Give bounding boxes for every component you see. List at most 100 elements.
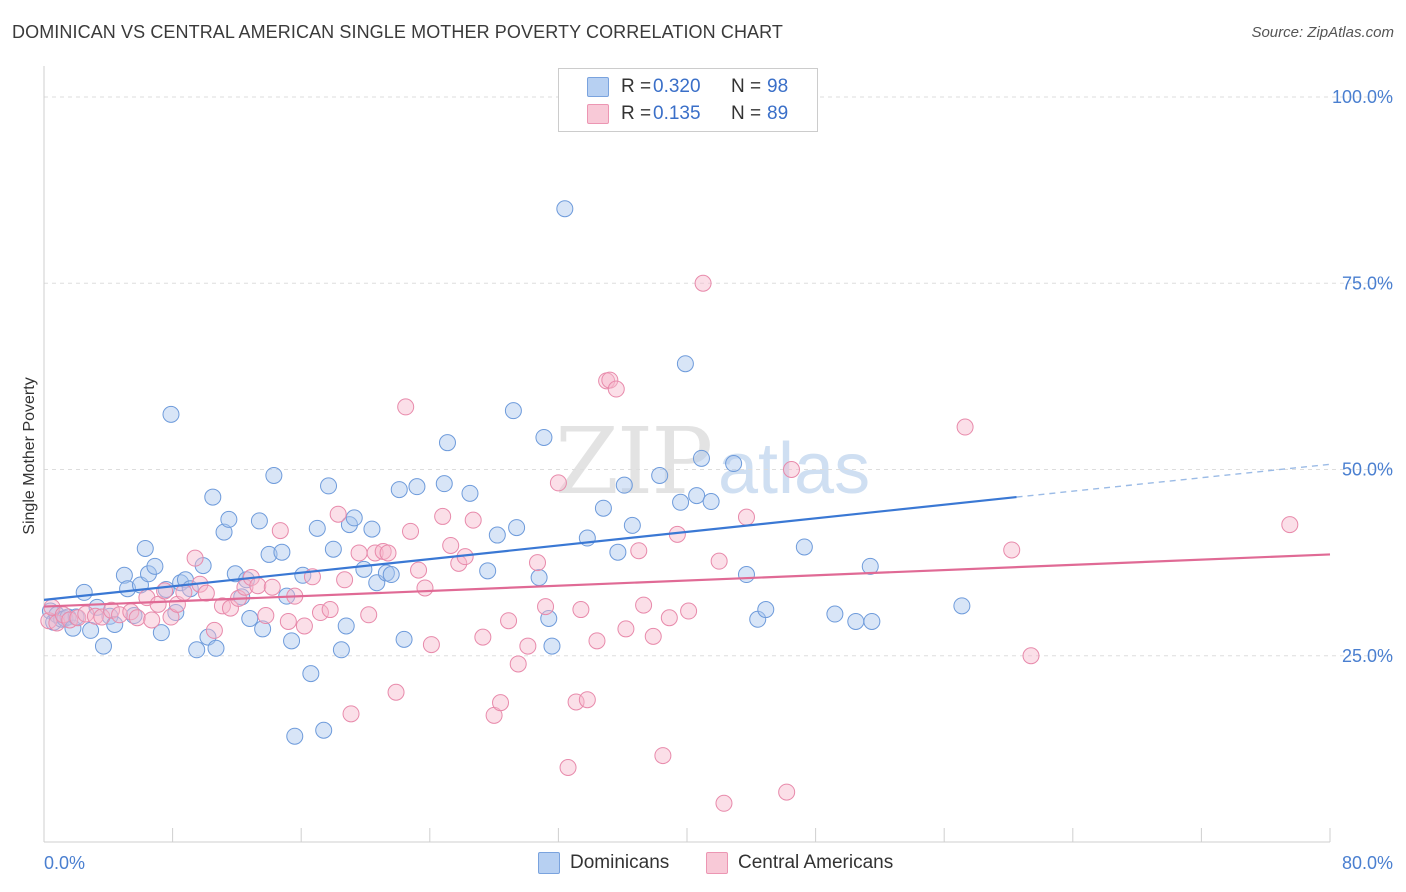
series-legend: Dominicans Central Americans xyxy=(0,852,1406,876)
data-point xyxy=(119,580,137,598)
legend-item-dominicans[interactable]: Dominicans xyxy=(538,852,669,874)
data-point xyxy=(204,488,222,506)
y-tick-label: 25.0% xyxy=(1342,646,1393,666)
data-point xyxy=(543,637,561,655)
data-point xyxy=(283,632,301,650)
data-point xyxy=(207,639,225,657)
data-point xyxy=(220,510,238,528)
data-point xyxy=(529,554,547,572)
data-point xyxy=(1281,516,1299,534)
data-point xyxy=(271,522,289,540)
data-point xyxy=(175,583,193,601)
legend-row-dominicans: R = 0.320 N = 98 xyxy=(587,76,788,98)
data-point xyxy=(69,609,87,627)
data-point xyxy=(535,428,553,446)
data-point xyxy=(395,630,413,648)
data-point xyxy=(115,566,133,584)
correlation-legend: R = 0.320 N = 98 R = 0.135 N = 89 xyxy=(558,68,818,132)
data-point xyxy=(82,621,100,639)
data-point xyxy=(360,606,378,624)
data-point xyxy=(186,549,204,567)
data-point xyxy=(438,434,456,452)
data-point xyxy=(654,747,672,765)
data-point xyxy=(509,655,527,673)
data-point xyxy=(286,727,304,745)
data-point xyxy=(337,617,355,635)
data-point xyxy=(504,402,522,420)
legend-n-value: 89 xyxy=(767,103,789,124)
trend-lines xyxy=(43,463,1331,608)
legend-swatch-central-americans xyxy=(587,104,609,124)
data-point xyxy=(953,597,971,615)
data-point xyxy=(128,609,146,627)
y-tick-label: 100.0% xyxy=(1332,87,1393,107)
data-point xyxy=(94,637,112,655)
data-point xyxy=(519,637,537,655)
data-point xyxy=(617,620,635,638)
data-point xyxy=(1022,647,1040,665)
y-tick-label: 50.0% xyxy=(1342,460,1393,480)
legend-r-value: 0.135 xyxy=(653,103,701,124)
data-point xyxy=(416,579,434,597)
data-point xyxy=(651,466,669,484)
data-point xyxy=(715,794,733,812)
legend-n-value: 98 xyxy=(767,76,789,97)
data-point xyxy=(387,683,405,701)
data-point xyxy=(710,552,728,570)
data-point xyxy=(474,628,492,646)
data-point xyxy=(688,487,706,505)
data-point xyxy=(75,583,93,601)
data-point xyxy=(607,380,625,398)
data-point xyxy=(461,484,479,502)
data-point xyxy=(311,604,329,622)
data-point xyxy=(93,608,111,626)
data-point xyxy=(321,601,339,619)
data-point xyxy=(250,512,268,530)
trend-line-dominicans xyxy=(43,495,1017,601)
data-point xyxy=(86,607,104,625)
data-point xyxy=(847,612,865,630)
legend-swatch-dominicans xyxy=(587,77,609,97)
chart-title: DOMINICAN VS CENTRAL AMERICAN SINGLE MOT… xyxy=(12,22,784,42)
data-point xyxy=(205,621,223,639)
data-point xyxy=(241,610,259,627)
trend-line-central-americans xyxy=(43,553,1331,608)
data-point xyxy=(106,615,124,633)
data-point xyxy=(324,540,342,558)
legend-item-central-americans[interactable]: Central Americans xyxy=(706,852,893,874)
data-point xyxy=(408,478,426,496)
data-point xyxy=(737,508,755,526)
data-point xyxy=(644,627,662,645)
data-point xyxy=(397,398,415,416)
data-point xyxy=(567,693,585,711)
data-point xyxy=(402,522,420,540)
data-point xyxy=(702,493,720,511)
legend-label-dominicans: Dominicans xyxy=(570,852,670,873)
data-point xyxy=(302,665,320,683)
data-point xyxy=(197,584,215,602)
tick-labels: 25.0% 50.0% 75.0% 100.0% 0.0% 80.0% xyxy=(44,87,1393,873)
source-label: Source: ZipAtlas.com xyxy=(1251,24,1394,41)
data-point xyxy=(725,455,743,473)
legend-label-central-americans: Central Americans xyxy=(738,852,894,873)
data-point xyxy=(556,200,574,218)
legend-row-central-americans: R = 0.135 N = 89 xyxy=(587,103,788,125)
data-point xyxy=(826,605,844,623)
data-point xyxy=(320,477,338,495)
data-point xyxy=(578,691,596,709)
data-point xyxy=(350,544,368,562)
data-point xyxy=(660,609,678,627)
data-point xyxy=(609,543,627,561)
data-point xyxy=(410,561,428,579)
data-point xyxy=(694,274,712,292)
x-tick-label: 0.0% xyxy=(44,853,85,873)
data-point xyxy=(308,519,326,537)
data-point xyxy=(156,582,174,600)
data-point xyxy=(692,449,710,467)
data-point xyxy=(594,499,612,517)
data-point xyxy=(332,641,350,659)
data-point xyxy=(488,526,506,544)
axes xyxy=(43,66,1331,843)
data-point xyxy=(315,721,333,739)
